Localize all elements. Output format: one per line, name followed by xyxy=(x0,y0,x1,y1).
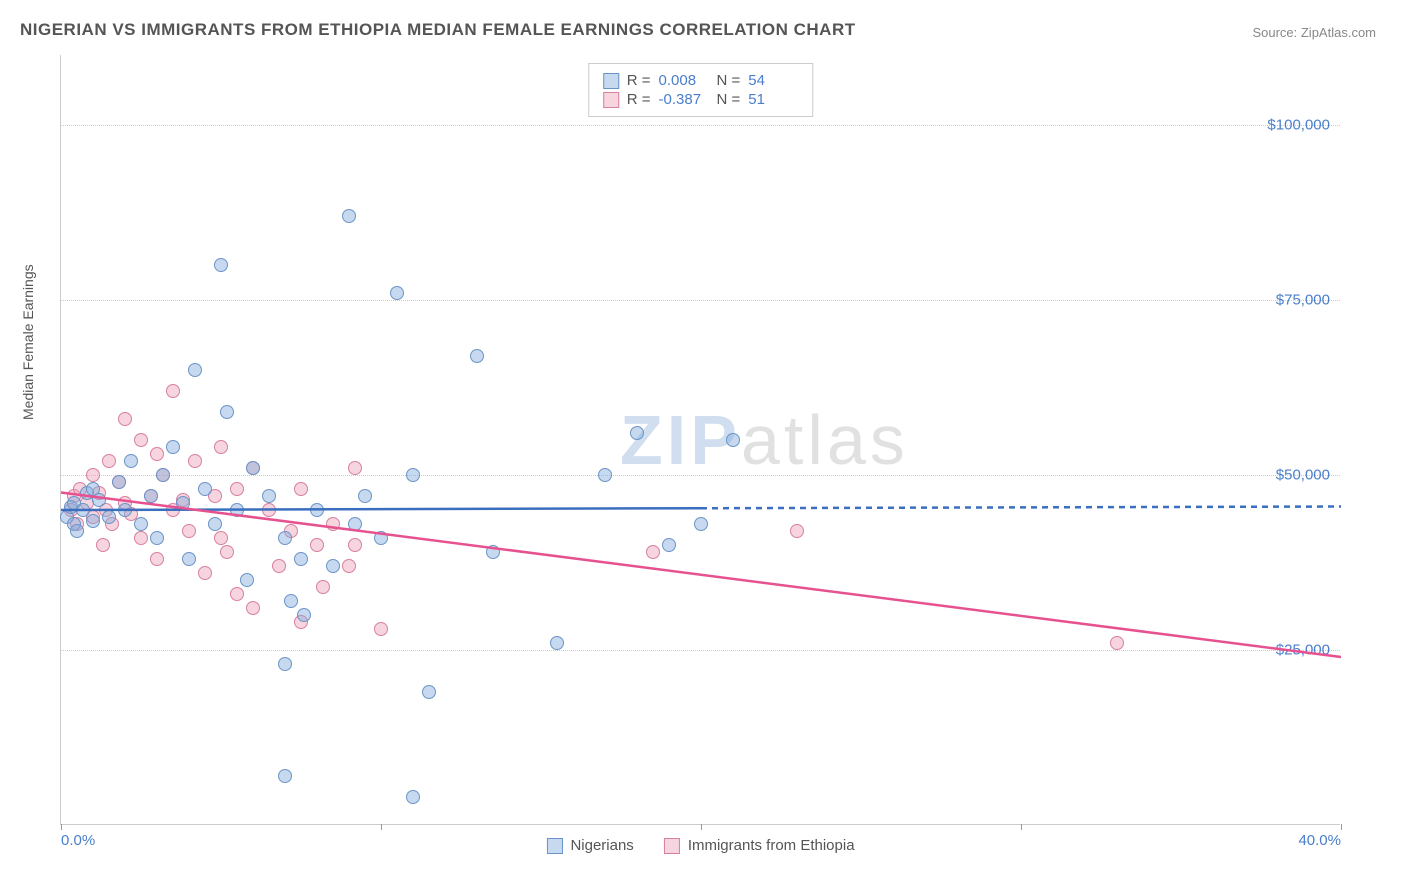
legend-swatch-a xyxy=(546,838,562,854)
chart-title: NIGERIAN VS IMMIGRANTS FROM ETHIOPIA MED… xyxy=(20,20,856,40)
trendlines xyxy=(61,55,1341,825)
x-tick-label: 0.0% xyxy=(61,832,95,849)
x-tick-mark xyxy=(1341,824,1342,830)
x-tick-label: 40.0% xyxy=(1298,832,1341,849)
legend-item-b: Immigrants from Ethiopia xyxy=(664,837,855,854)
plot-area: ZIPatlas R = 0.008 N = 54 R = -0.387 N =… xyxy=(60,55,1340,825)
legend-label-b: Immigrants from Ethiopia xyxy=(688,837,855,854)
legend-label-a: Nigerians xyxy=(570,837,633,854)
source-label: Source: ZipAtlas.com xyxy=(1252,25,1376,40)
legend-swatch-b xyxy=(664,838,680,854)
legend-item-a: Nigerians xyxy=(546,837,633,854)
bottom-legend: Nigerians Immigrants from Ethiopia xyxy=(546,837,854,854)
y-axis-label: Median Female Earnings xyxy=(20,264,36,420)
